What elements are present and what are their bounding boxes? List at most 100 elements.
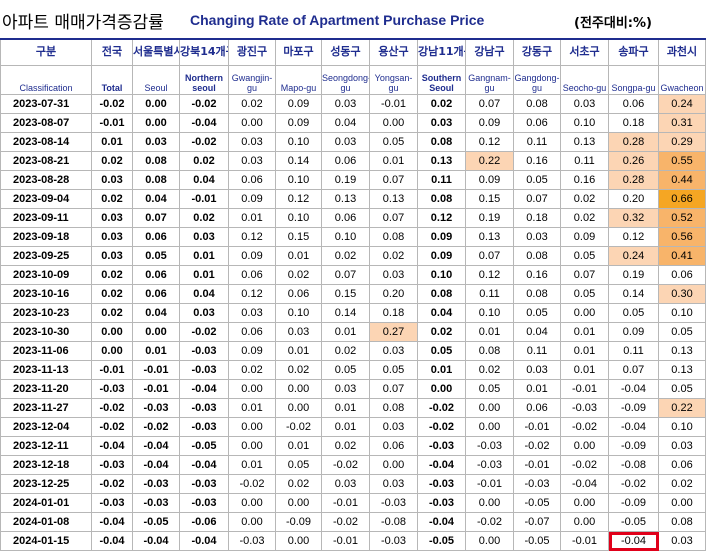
- cell-value: -0.03: [417, 474, 466, 494]
- cell-value: 0.16: [560, 170, 609, 190]
- cell-value: 0.07: [369, 208, 418, 228]
- cell-value: 0.00: [275, 379, 322, 399]
- cell-value: -0.05: [179, 436, 229, 456]
- column-header-ko-3: 강북14개구: [179, 38, 229, 66]
- cell-value: -0.04: [132, 436, 180, 456]
- row-date: 2024-01-08: [0, 512, 92, 532]
- cell-value: 0.03: [91, 208, 133, 228]
- cell-value: -0.01: [465, 474, 514, 494]
- cell-value: 0.08: [417, 284, 466, 304]
- column-header-ko-1: 전국: [91, 38, 133, 66]
- cell-value: 0.04: [132, 189, 180, 209]
- cell-value: 0.00: [560, 493, 609, 513]
- cell-value: 0.22: [465, 151, 514, 171]
- row-date: 2023-08-07: [0, 113, 92, 133]
- cell-value: 0.30: [658, 284, 706, 304]
- cell-value: 0.29: [658, 132, 706, 152]
- cell-value: 0.03: [417, 113, 466, 133]
- cell-value: 0.00: [132, 322, 180, 342]
- table-row: 2023-11-27 -0.02 -0.03 -0.03 0.01 0.00 0.01 0.0…: [0, 398, 706, 418]
- row-date: 2023-10-16: [0, 284, 92, 304]
- cell-value: -0.02: [560, 455, 609, 475]
- row-date: 2023-10-23: [0, 303, 92, 323]
- cell-value: 0.10: [658, 417, 706, 437]
- cell-value: -0.03: [132, 474, 180, 494]
- cell-value: 0.10: [275, 303, 322, 323]
- cell-value: 0.08: [132, 170, 180, 190]
- cell-value: -0.04: [179, 379, 229, 399]
- cell-value: 0.01: [465, 322, 514, 342]
- cell-value: -0.03: [179, 417, 229, 437]
- cell-value: -0.04: [179, 455, 229, 475]
- cell-value: 0.03: [228, 303, 276, 323]
- cell-value: 0.04: [417, 303, 466, 323]
- cell-value: -0.02: [179, 132, 229, 152]
- cell-value: 0.01: [275, 436, 322, 456]
- cell-value: 0.04: [321, 113, 370, 133]
- cell-value: 0.10: [465, 303, 514, 323]
- cell-value: 0.66: [658, 189, 706, 209]
- cell-value: 0.02: [275, 265, 322, 285]
- cell-value: -0.04: [179, 113, 229, 133]
- cell-value: -0.08: [608, 455, 659, 475]
- row-date: 2023-11-20: [0, 379, 92, 399]
- cell-value: 0.01: [179, 246, 229, 266]
- column-header-ko-9: 강남구: [465, 38, 514, 66]
- cell-value: 0.10: [275, 208, 322, 228]
- table-row: 2024-01-15 -0.04 -0.04 -0.04 -0.03 0.00 -0.01-…: [0, 531, 706, 551]
- cell-value: -0.03: [513, 474, 561, 494]
- cell-value: 0.00: [132, 94, 180, 114]
- cell-value: 0.19: [321, 170, 370, 190]
- cell-value: 0.04: [179, 170, 229, 190]
- cell-value: 0.02: [179, 151, 229, 171]
- cell-value: 0.00: [465, 417, 514, 437]
- column-header-en-10: Gangdong-gu: [513, 65, 561, 95]
- column-header-en-8: Southern Seoul: [417, 65, 466, 95]
- column-header-ko-7: 용산구: [369, 38, 418, 66]
- cell-value: 0.05: [513, 303, 561, 323]
- cell-value: 0.13: [321, 189, 370, 209]
- cell-value: 0.00: [228, 417, 276, 437]
- cell-value: 0.06: [513, 113, 561, 133]
- cell-value: 0.26: [608, 151, 659, 171]
- cell-value: 0.05: [275, 455, 322, 475]
- cell-value: 0.00: [560, 436, 609, 456]
- cell-value: -0.01: [91, 113, 133, 133]
- cell-value: -0.05: [513, 493, 561, 513]
- cell-value: 0.18: [369, 303, 418, 323]
- cell-value: 0.06: [321, 208, 370, 228]
- cell-value: 0.09: [228, 246, 276, 266]
- cell-value: 0.11: [513, 341, 561, 361]
- cell-value: 0.24: [608, 246, 659, 266]
- row-date: 2023-12-18: [0, 455, 92, 475]
- column-header-ko-8: 강남11개구: [417, 38, 466, 66]
- row-date: 2023-11-27: [0, 398, 92, 418]
- cell-value: -0.04: [91, 436, 133, 456]
- cell-value: -0.04: [608, 379, 659, 399]
- cell-value: -0.03: [179, 474, 229, 494]
- table-row: 2023-12-11 -0.04 -0.04 -0.05 0.00 0.01 0.02 0.0…: [0, 436, 706, 456]
- cell-value: 0.06: [321, 151, 370, 171]
- cell-value: 0.08: [658, 512, 706, 532]
- cell-value: 0.13: [658, 360, 706, 380]
- cell-value: 0.07: [560, 265, 609, 285]
- cell-value: -0.01: [513, 455, 561, 475]
- column-header-en-9: Gangnam-gu: [465, 65, 514, 95]
- cell-value: -0.02: [91, 417, 133, 437]
- cell-value: -0.04: [91, 512, 133, 532]
- cell-value: -0.03: [91, 493, 133, 513]
- cell-value: 0.11: [513, 132, 561, 152]
- cell-value: -0.03: [179, 398, 229, 418]
- cell-value: -0.05: [513, 531, 561, 551]
- cell-value: 0.05: [369, 360, 418, 380]
- column-header-en-4: Gwangjin-gu: [228, 65, 276, 95]
- table-row: 2023-10-23 0.02 0.04 0.03 0.03 0.10 0.14 0.18 0.…: [0, 303, 706, 323]
- cell-value: 0.09: [275, 94, 322, 114]
- cell-value: 0.09: [228, 189, 276, 209]
- cell-value: 0.02: [321, 246, 370, 266]
- cell-value: -0.02: [608, 474, 659, 494]
- cell-value: -0.03: [179, 341, 229, 361]
- cell-value: 0.06: [275, 284, 322, 304]
- cell-value: 0.18: [513, 208, 561, 228]
- cell-value: -0.02: [179, 322, 229, 342]
